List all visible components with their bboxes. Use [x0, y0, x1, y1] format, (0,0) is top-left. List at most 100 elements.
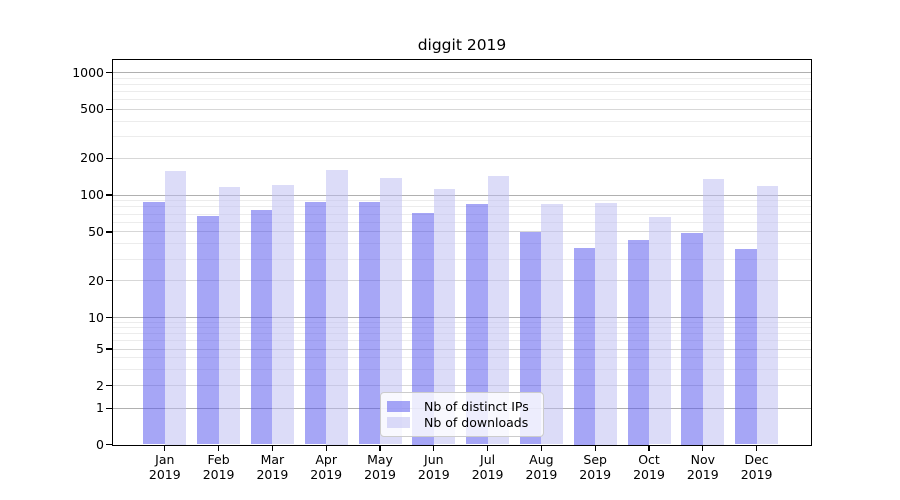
legend-item-downloads: Nb of downloads: [387, 415, 535, 430]
bar-ips-nov: [681, 233, 703, 445]
bar-downloads-aug: [541, 204, 563, 445]
x-tick-nov: [702, 444, 704, 451]
spine-right: [811, 60, 813, 446]
bar-ips-sep: [573, 248, 596, 445]
gridline-1000: [113, 72, 811, 73]
minor-gridline-7: [113, 333, 811, 335]
spine-left: [111, 60, 113, 446]
y-tick-500: [105, 108, 112, 110]
bar-downloads-jan: [164, 171, 187, 445]
legend-swatch-distinct-ips: [387, 400, 410, 412]
x-tick-label-apr: Apr 2019: [310, 452, 343, 482]
minor-gridline-30: [113, 258, 811, 260]
minor-gridline-80: [113, 206, 811, 208]
x-tick-aug: [540, 444, 543, 451]
minor-gridline-600: [113, 99, 811, 101]
y-tick-1000: [105, 71, 112, 74]
y-tick-label-5: 5: [96, 341, 104, 356]
x-tick-label-may: May 2019: [364, 452, 396, 482]
bar-ips-feb: [197, 216, 219, 445]
spine-bottom: [111, 444, 813, 446]
y-tick-20: [105, 280, 112, 282]
bar-ips-mar: [250, 209, 273, 445]
minor-gridline-6: [113, 340, 811, 342]
bar-downloads-oct: [649, 217, 671, 445]
bar-ips-dec: [735, 249, 757, 445]
chart-title: diggit 2019: [417, 36, 507, 54]
bar-downloads-sep: [595, 203, 617, 445]
x-tick-label-mar: Mar 2019: [256, 452, 289, 482]
x-tick-feb: [218, 444, 220, 451]
y-tick-label-1: 1: [96, 400, 104, 416]
minor-gridline-40: [113, 243, 811, 245]
x-tick-label-jan: Jan 2019: [148, 452, 181, 482]
y-tick-200: [105, 157, 112, 159]
gridline-5: [113, 348, 811, 350]
x-tick-label-jul: Jul 2019: [471, 452, 504, 482]
spine-top: [111, 58, 813, 60]
y-tick-50: [105, 231, 112, 233]
bar-downloads-nov: [702, 179, 725, 445]
minor-gridline-800: [113, 83, 811, 85]
bar-ips-jan: [143, 202, 165, 445]
minor-gridline-60: [113, 221, 811, 223]
x-tick-label-nov: Nov 2019: [686, 452, 719, 482]
y-tick-label-1000: 1000: [72, 64, 104, 80]
bar-downloads-feb: [218, 186, 241, 445]
gridline-2: [113, 385, 811, 386]
legend-swatch-downloads: [387, 417, 410, 429]
y-tick-2: [105, 384, 112, 387]
y-tick-label-2: 2: [96, 377, 104, 393]
x-tick-jan: [164, 444, 166, 451]
y-tick-10: [105, 317, 112, 319]
y-tick-label-0: 0: [96, 436, 104, 452]
x-tick-label-sep: Sep 2019: [579, 452, 612, 482]
x-tick-label-jun: Jun 2019: [417, 452, 450, 482]
x-tick-may: [379, 444, 381, 451]
x-tick-label-aug: Aug 2019: [525, 452, 558, 482]
minor-gridline-90: [113, 200, 811, 202]
gridline-500: [113, 108, 811, 110]
gridline-10: [113, 317, 811, 319]
gridline-20: [113, 280, 811, 282]
minor-gridline-70: [113, 213, 811, 215]
legend-label-downloads: Nb of downloads: [424, 415, 529, 431]
y-tick-label-100: 100: [80, 187, 104, 202]
x-tick-oct: [648, 444, 650, 451]
legend-item-distinct-ips: Nb of distinct IPs: [387, 399, 535, 414]
minor-gridline-400: [113, 120, 811, 122]
y-tick-label-500: 500: [80, 101, 104, 117]
gridline-200: [113, 157, 811, 159]
minor-gridline-4: [113, 357, 811, 359]
x-tick-dec: [755, 444, 758, 451]
y-tick-1: [105, 407, 112, 409]
y-tick-label-50: 50: [88, 223, 104, 239]
gridline-50: [113, 231, 811, 233]
minor-gridline-8: [113, 327, 811, 329]
minor-gridline-9: [113, 322, 811, 323]
x-tick-jul: [486, 444, 489, 451]
x-tick-apr: [325, 444, 327, 451]
bar-downloads-dec: [756, 185, 779, 445]
x-tick-label-oct: Oct 2019: [633, 452, 665, 482]
bar-downloads-mar: [272, 185, 294, 445]
x-tick-sep: [594, 444, 596, 451]
y-tick-label-10: 10: [88, 309, 104, 325]
bar-downloads-apr: [326, 170, 348, 445]
y-tick-label-20: 20: [88, 272, 104, 288]
y-tick-label-200: 200: [80, 150, 104, 166]
minor-gridline-300: [113, 136, 811, 138]
x-tick-mar: [271, 444, 274, 451]
gridline-100: [113, 194, 811, 196]
legend: Nb of distinct IPs Nb of downloads: [380, 392, 544, 437]
x-tick-jun: [433, 444, 435, 451]
y-tick-5: [105, 348, 112, 350]
y-tick-100: [105, 194, 112, 196]
minor-gridline-900: [113, 77, 811, 79]
bar-ips-oct: [627, 240, 649, 445]
bar-ips-apr: [304, 201, 327, 445]
x-tick-label-dec: Dec 2019: [740, 452, 773, 482]
minor-gridline-700: [113, 91, 811, 92]
y-tick-0: [105, 443, 112, 446]
bar-ips-may: [358, 202, 380, 445]
